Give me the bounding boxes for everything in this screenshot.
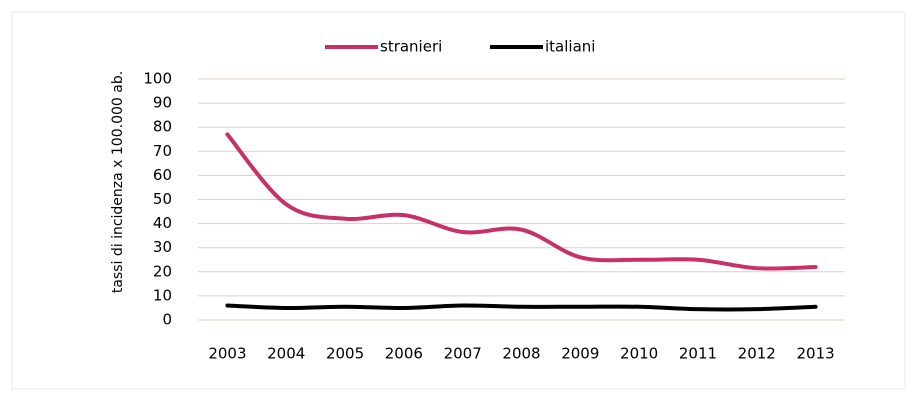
legend-label: stranieri <box>380 38 442 56</box>
x-tick-label: 2008 <box>502 345 540 363</box>
series-line <box>225 132 818 271</box>
x-tick-label: 2011 <box>679 345 717 363</box>
chart-border <box>11 11 906 390</box>
x-tick-label: 2012 <box>738 345 776 363</box>
y-tick-label: 90 <box>153 94 172 112</box>
y-tick-label: 80 <box>153 118 172 136</box>
x-tick-label: 2010 <box>620 345 658 363</box>
y-tick-label: 40 <box>153 214 172 232</box>
x-tick-label: 2006 <box>385 345 423 363</box>
x-tick-label: 2004 <box>267 345 305 363</box>
y-tick-label: 10 <box>153 286 172 304</box>
y-tick-label: 0 <box>162 311 172 329</box>
y-tick-label: 50 <box>153 190 172 208</box>
series-line <box>225 303 818 312</box>
y-tick-label: 70 <box>153 142 172 160</box>
x-tick-label: 2007 <box>444 345 482 363</box>
x-tick-label: 2005 <box>326 345 364 363</box>
x-tick-label: 2003 <box>208 345 246 363</box>
x-tick-label: 2013 <box>796 345 834 363</box>
y-tick-label: 30 <box>153 238 172 256</box>
x-tick-label: 2009 <box>561 345 599 363</box>
y-tick-label: 20 <box>153 262 172 280</box>
y-tick-label: 60 <box>153 166 172 184</box>
y-tick-label: 100 <box>143 70 172 88</box>
legend-label: italiani <box>545 38 595 56</box>
y-axis-label: tassi di incidenza x 100.000 ab. <box>110 71 126 293</box>
